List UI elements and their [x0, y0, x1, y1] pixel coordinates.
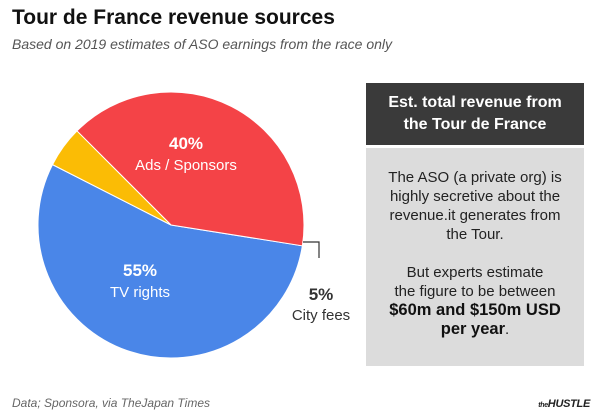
- info-box-header: Est. total revenue from the Tour de Fran…: [366, 83, 584, 145]
- info-box-body: The ASO (a private org) is highly secret…: [366, 148, 584, 366]
- slice-value-label: 40%: [169, 134, 203, 153]
- info-box-header-line: the Tour de France: [403, 116, 547, 133]
- brand-logo: theHUSTLE: [538, 398, 590, 410]
- slice-value-label: 5%: [309, 285, 334, 304]
- info-line: the Tour.: [446, 226, 504, 243]
- slice-value-label: 55%: [123, 261, 157, 280]
- info-box-header-line: Est. total revenue from: [388, 94, 562, 111]
- leader-line: [303, 241, 320, 258]
- source-note: Data; Sponsora, via TheJapan Times: [12, 396, 210, 410]
- chart-subtitle: Based on 2019 estimates of ASO earnings …: [12, 36, 393, 52]
- slice-name-label: City fees: [292, 307, 350, 324]
- pie-slice-tv-rights: [37, 163, 303, 359]
- info-tail: .: [505, 321, 510, 338]
- info-line: the figure to be between: [394, 283, 556, 300]
- pie-chart: 55% TV rights 40% Ads / Sponsors 5% City fees: [37, 91, 350, 359]
- slice-name-label: TV rights: [110, 284, 170, 301]
- chart-title: Tour de France revenue sources: [12, 6, 335, 29]
- slice-name-label: Ads / Sponsors: [135, 157, 237, 174]
- info-highlight: $60m and $150m USD: [389, 301, 561, 319]
- info-line: But experts estimate: [406, 264, 544, 281]
- info-line: revenue.it generates from: [389, 207, 561, 224]
- info-line: The ASO (a private org) is: [388, 169, 562, 186]
- pie-slice-ads-sponsors: [76, 91, 305, 247]
- pie-slice-city-fees: [51, 130, 172, 226]
- info-line: highly secretive about the: [389, 188, 561, 205]
- info-highlight: per year: [440, 320, 506, 338]
